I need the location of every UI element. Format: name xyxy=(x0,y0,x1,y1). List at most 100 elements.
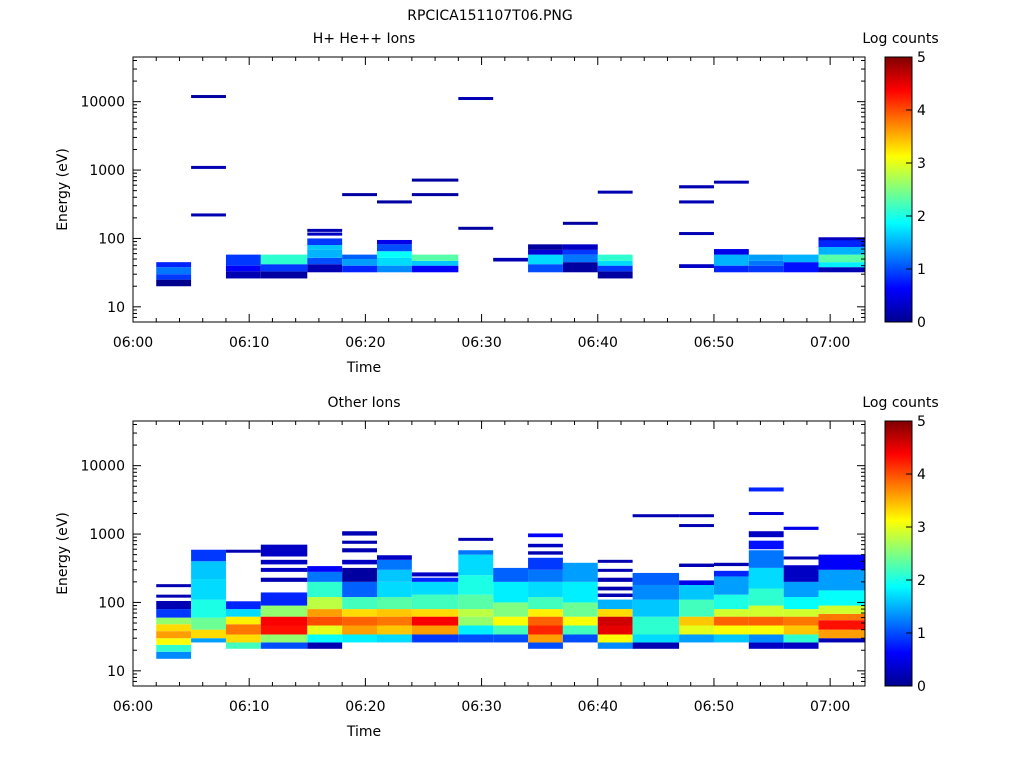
heatmap-cell xyxy=(632,514,680,518)
heatmap-cell xyxy=(191,549,226,562)
heatmap-cell xyxy=(191,629,226,639)
heatmap-cell xyxy=(818,605,865,614)
heatmap-cell xyxy=(748,254,784,261)
heatmap-cell xyxy=(597,559,633,563)
figure-title: RPCICA151107T06.PNG xyxy=(407,8,572,24)
heatmap-cell xyxy=(818,267,865,273)
heatmap-cell xyxy=(528,249,563,255)
heatmap-cell xyxy=(818,613,865,621)
heatmap-cell xyxy=(783,556,819,560)
heatmap-cell xyxy=(156,594,192,598)
heatmap-cell xyxy=(260,634,308,643)
heatmap-cell xyxy=(632,584,680,600)
heatmap-cell xyxy=(377,581,412,598)
heatmap-cell xyxy=(818,569,865,591)
heatmap-cell xyxy=(260,254,308,265)
heatmap-cell xyxy=(377,616,412,626)
heatmap-cell xyxy=(458,537,494,541)
y-tick-label: 1000 xyxy=(89,527,125,543)
y-axis-label: Energy (eV) xyxy=(55,512,71,595)
y-tick-label: 10000 xyxy=(80,95,125,111)
heatmap-cell xyxy=(156,638,192,645)
heatmap-cell xyxy=(597,254,633,261)
heatmap-cell xyxy=(679,616,714,626)
heatmap-cell xyxy=(783,642,819,649)
heatmap-cell xyxy=(458,634,494,643)
heatmap-cell xyxy=(562,602,598,617)
heatmap-cell xyxy=(156,274,192,280)
heatmap-cell xyxy=(748,550,784,568)
heatmap-cell xyxy=(679,580,714,585)
heatmap-cell xyxy=(783,526,819,530)
heatmap-cell xyxy=(377,265,412,273)
heatmap-cell xyxy=(679,200,714,204)
heatmap-cell xyxy=(377,239,412,245)
heatmap-cell xyxy=(156,651,192,659)
heatmap-cell xyxy=(342,597,377,610)
heatmap-cell xyxy=(679,514,714,518)
x-tick-label: 06:50 xyxy=(694,335,734,351)
heatmap-cell xyxy=(342,559,377,565)
heatmap-cell xyxy=(411,581,459,595)
heatmap-cell xyxy=(713,254,749,266)
heatmap-cell xyxy=(783,597,819,610)
x-axis-label: Time xyxy=(346,724,381,740)
heatmap-cell xyxy=(783,581,819,598)
heatmap-cell xyxy=(411,625,459,635)
heatmap-cell xyxy=(458,625,494,635)
heatmap-cell xyxy=(493,567,529,582)
heatmap-cell xyxy=(342,616,377,626)
heatmap-cell xyxy=(342,567,377,582)
heatmap-cell xyxy=(783,254,819,263)
heatmap-cell xyxy=(156,267,192,275)
heatmap-cell xyxy=(713,265,749,273)
heatmap-cell xyxy=(528,264,563,273)
colorbar-tick-label: 3 xyxy=(917,520,926,536)
heatmap-cell xyxy=(342,254,377,260)
heatmap-cell xyxy=(783,616,819,626)
colorbar-tick-label: 5 xyxy=(917,50,926,66)
heatmap-cell xyxy=(342,540,377,544)
colorbar-tick-label: 4 xyxy=(917,467,926,483)
heatmap-cell xyxy=(377,244,412,252)
plot-frame xyxy=(132,56,866,323)
heatmap-cell xyxy=(713,616,749,626)
heatmap-cell xyxy=(713,249,749,255)
heatmap-cell xyxy=(377,555,412,560)
heatmap-cell xyxy=(377,634,412,643)
heatmap-cell xyxy=(156,631,192,639)
colorbar-tick-label: 1 xyxy=(917,626,926,642)
panel-title: Other Ions xyxy=(327,395,400,411)
colorbar xyxy=(884,420,913,687)
heatmap-cell xyxy=(818,246,865,255)
heatmap-cell xyxy=(597,265,633,272)
heatmap-cell xyxy=(528,557,563,570)
heatmap-cell xyxy=(307,257,343,265)
colorbar-tick-label: 2 xyxy=(917,209,926,225)
x-tick-label: 06:10 xyxy=(229,335,269,351)
heatmap-cell xyxy=(260,264,308,272)
heatmap-cell xyxy=(748,487,784,492)
heatmap-cell xyxy=(748,567,784,589)
heatmap-cell xyxy=(528,254,563,265)
heatmap-cell xyxy=(632,616,680,635)
heatmap-cell xyxy=(562,581,598,603)
panel-1: 06:00 06:10 06:20 06:30 06:40 06:50 07:0010100… xyxy=(55,31,939,376)
heatmap-cell xyxy=(748,642,784,649)
heatmap-cell xyxy=(225,271,261,279)
heatmap-cell xyxy=(597,634,633,643)
x-tick-label: 06:00 xyxy=(113,699,153,715)
heatmap-cell xyxy=(713,562,749,567)
panel-title: H+ He++ Ions xyxy=(313,31,416,47)
heatmap-cell xyxy=(307,616,343,626)
heatmap-cell xyxy=(156,609,192,618)
heatmap-cell xyxy=(260,592,308,606)
heatmap-cell xyxy=(597,625,633,635)
heatmap-cell xyxy=(225,624,261,635)
heatmap-cell xyxy=(191,617,226,630)
x-tick-label: 06:20 xyxy=(345,335,385,351)
heatmap-cell xyxy=(342,625,377,635)
heatmap-cell xyxy=(225,601,261,610)
heatmap-cell xyxy=(562,625,598,635)
heatmap-cell xyxy=(458,97,494,101)
